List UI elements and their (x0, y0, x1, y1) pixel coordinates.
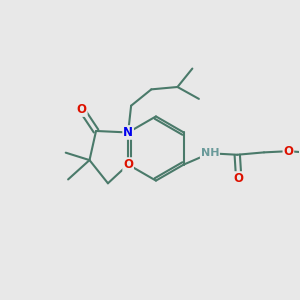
Text: O: O (284, 145, 293, 158)
Text: O: O (123, 158, 133, 171)
Text: O: O (77, 103, 87, 116)
Text: N: N (123, 126, 133, 139)
Text: O: O (234, 172, 244, 185)
Text: NH: NH (201, 148, 219, 158)
